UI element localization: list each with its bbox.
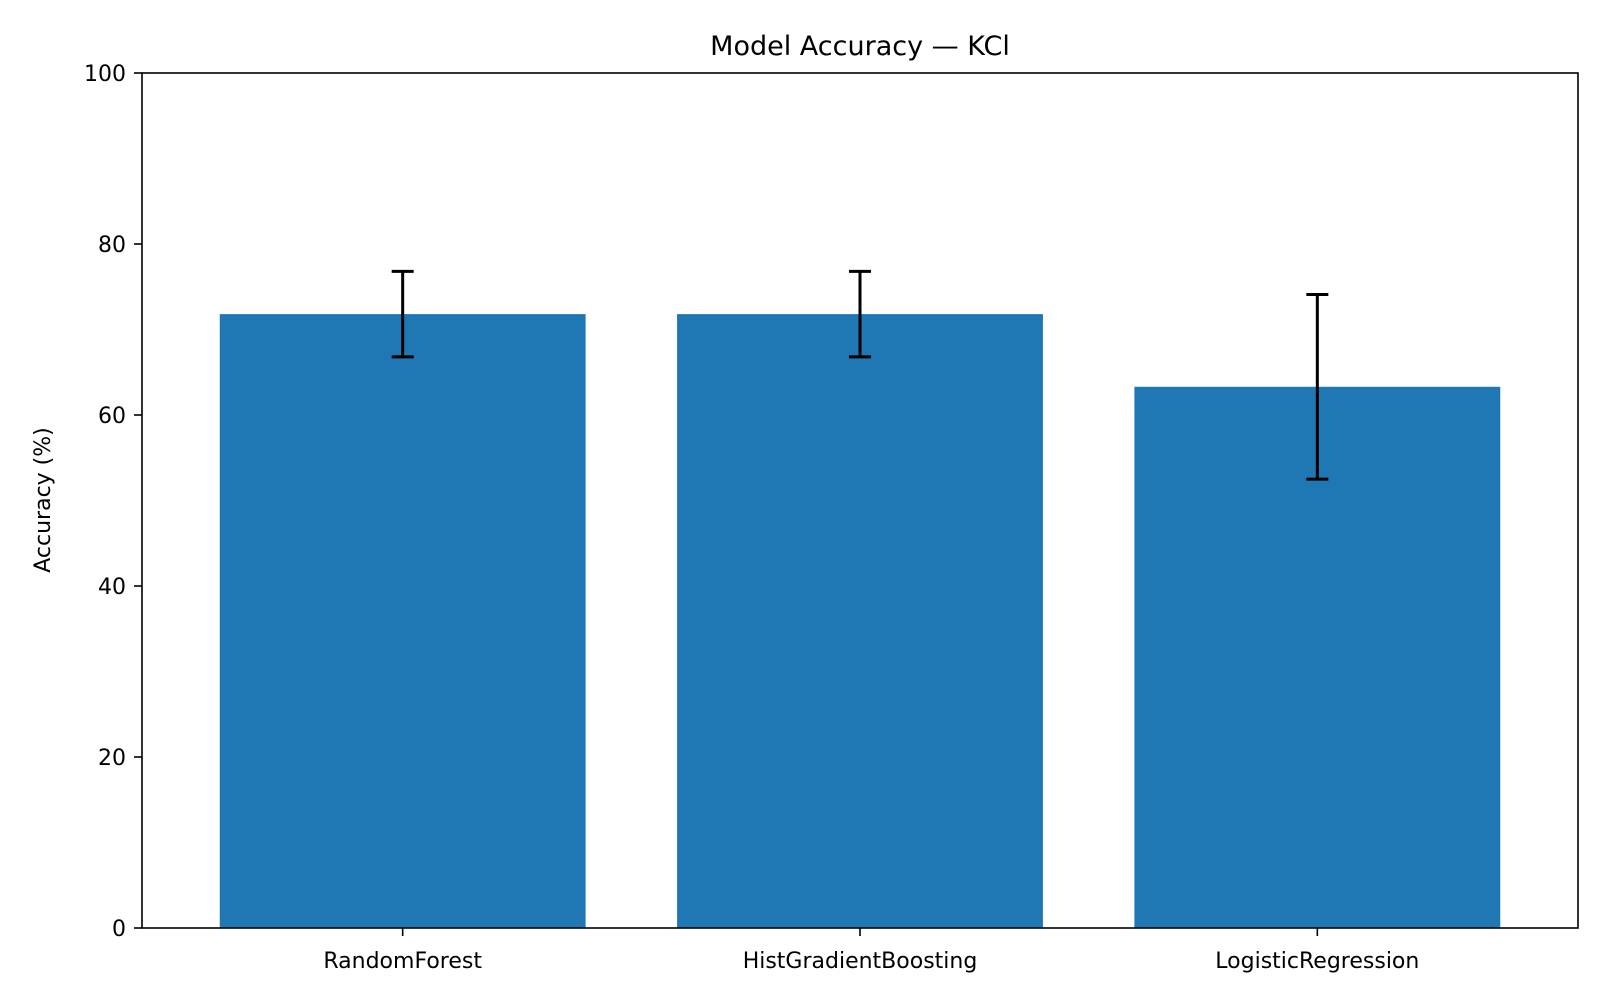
y-tick-label: 60 — [98, 404, 126, 429]
error-bars-layer — [391, 269, 1329, 481]
y-tick-label: 0 — [112, 917, 126, 942]
x-tick-label: RandomForest — [323, 949, 482, 974]
y-tick-label: 40 — [98, 575, 126, 600]
chart-title: Model Accuracy — KCl — [710, 31, 1010, 62]
error-bar-LogisticRegression — [1306, 292, 1329, 481]
error-bar-RandomForest — [391, 269, 414, 359]
x-tick-label: HistGradientBoosting — [743, 949, 978, 974]
y-tick-label: 100 — [84, 62, 126, 87]
bars-layer — [219, 314, 1501, 928]
y-axis-title: Accuracy (%) — [31, 427, 56, 573]
y-tick-label: 20 — [98, 746, 126, 771]
x-axis-ticks: RandomForest HistGradientBoosting Logistic… — [323, 928, 1419, 974]
bar-RandomForest — [219, 314, 586, 928]
x-tick-label: LogisticRegression — [1215, 949, 1419, 974]
y-axis-ticks: 0 20 40 60 80 100 — [84, 62, 142, 942]
bar-HistGradientBoosting — [677, 314, 1043, 928]
y-tick-label: 80 — [98, 233, 126, 258]
error-bar-HistGradientBoosting — [849, 269, 871, 359]
